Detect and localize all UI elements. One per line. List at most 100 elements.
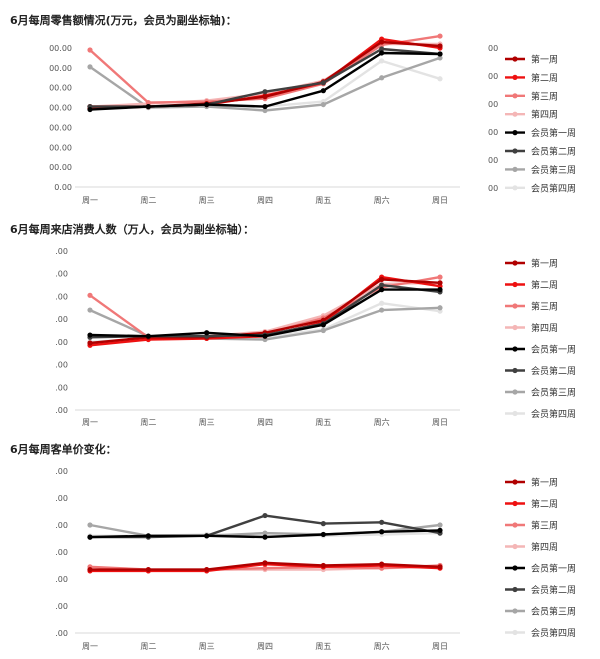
- data-point: [262, 565, 268, 571]
- legend-label: 第一周: [531, 477, 558, 489]
- data-point: [87, 332, 93, 338]
- x-tick-label: 周五: [315, 642, 331, 651]
- y2-tick-label: 00: [488, 44, 498, 53]
- legend-label: 第一周: [531, 54, 558, 66]
- legend-marker: [512, 586, 518, 593]
- data-point: [262, 94, 268, 100]
- data-point: [379, 529, 385, 535]
- data-point: [437, 280, 443, 286]
- legend-marker: [512, 565, 518, 571]
- y-tick-label: 00.00: [49, 44, 72, 53]
- legend-marker: [512, 324, 518, 331]
- x-tick-label: 周六: [374, 417, 390, 427]
- legend-label: 会员第二周: [531, 365, 576, 377]
- legend-marker: [512, 543, 518, 550]
- data-point: [145, 100, 151, 106]
- data-point: [87, 340, 93, 346]
- data-point: [87, 47, 93, 53]
- data-point: [87, 292, 93, 298]
- y-tick-label: 00.00: [49, 104, 72, 113]
- legend-label: 会员第三周: [531, 606, 576, 618]
- y2-tick-label: 00: [488, 100, 498, 109]
- chart-title: 6月每周客单价变化：: [10, 443, 117, 456]
- y-tick-label: 00.00: [49, 123, 72, 132]
- legend-label: 第四周: [531, 109, 558, 121]
- legend-label: 会员第四周: [531, 182, 576, 194]
- y2-tick-label: 00: [488, 184, 498, 193]
- data-point: [262, 534, 268, 540]
- data-point: [320, 327, 326, 334]
- y-tick-label: 00.00: [49, 84, 72, 93]
- legend-marker: [512, 410, 518, 417]
- data-point: [262, 512, 268, 519]
- data-point: [437, 55, 443, 61]
- y2-tick-label: 00: [488, 156, 498, 165]
- data-point: [379, 561, 385, 567]
- data-point: [87, 307, 93, 313]
- x-tick-label: 周二: [140, 196, 156, 205]
- data-point: [145, 566, 151, 573]
- y-tick-label: .00: [55, 315, 68, 324]
- data-point: [145, 103, 151, 110]
- y-tick-label: .00: [55, 494, 68, 503]
- chart-title: 6月每周来店消费人数（万人，会员为副坐标轴）：: [10, 223, 255, 236]
- data-point: [262, 333, 268, 339]
- x-tick-label: 周日: [432, 418, 448, 427]
- y-tick-label: .00: [55, 548, 68, 557]
- data-point: [262, 107, 268, 114]
- data-point: [145, 333, 151, 339]
- data-point: [437, 522, 443, 528]
- legend-marker: [512, 281, 518, 288]
- data-point: [320, 322, 326, 328]
- data-point: [204, 533, 210, 539]
- legend-marker: [512, 111, 518, 117]
- legend-label: 第二周: [531, 72, 558, 84]
- y-tick-label: .00: [55, 292, 68, 301]
- legend-label: 第一周: [531, 258, 558, 270]
- y-tick-label: .00: [55, 338, 68, 347]
- chart-svg: 00.00 00.00 00.00 00.00 00.00 00.00 00.00 0.00 0…: [49, 33, 576, 205]
- y-tick-label: .00: [55, 602, 68, 611]
- series-line: [89, 56, 441, 112]
- legend-label: 会员第四周: [531, 627, 576, 639]
- data-point: [379, 519, 385, 525]
- legend-marker: [512, 346, 518, 352]
- data-point: [262, 530, 268, 536]
- data-point: [145, 533, 151, 539]
- data-point: [437, 564, 443, 570]
- x-tick-label: 周六: [374, 195, 390, 205]
- legend-label: 第二周: [531, 498, 558, 510]
- y2-tick-label: 00: [488, 128, 498, 137]
- y-tick-label: .00: [55, 361, 68, 370]
- y-tick-label: 00.00: [49, 143, 72, 152]
- data-point: [204, 101, 210, 108]
- data-point: [87, 566, 93, 573]
- legend-label: 会员第二周: [531, 146, 576, 158]
- x-tick-label: 周五: [315, 196, 331, 205]
- data-point: [437, 51, 443, 57]
- y-tick-label: 0.00: [54, 183, 72, 192]
- data-point: [379, 300, 385, 306]
- chart-panel-avg-ticket: 6月每周客单价变化： .00 .00 .00 .00 .00 .00 .00 周一 周二 周三 周四…: [0, 433, 600, 659]
- legend-label: 第三周: [531, 301, 558, 313]
- legend-label: 第三周: [531, 90, 558, 102]
- legend-label: 第四周: [531, 322, 558, 334]
- data-point: [320, 562, 326, 569]
- x-tick-label: 周四: [257, 642, 273, 651]
- x-tick-label: 周五: [315, 418, 331, 427]
- legend-label: 会员第一周: [531, 344, 576, 356]
- y-tick-label: 00.00: [49, 64, 72, 73]
- chart-panel-visitor-count: 6月每周来店消费人数（万人，会员为副坐标轴）： .00 .00 .00 .00 .00.…: [0, 215, 600, 433]
- data-point: [262, 103, 268, 110]
- data-point: [437, 33, 443, 39]
- data-point: [204, 566, 210, 573]
- data-point: [379, 39, 385, 45]
- x-tick-label: 周一: [82, 418, 98, 427]
- data-point: [320, 521, 326, 527]
- y-tick-label: .00: [55, 467, 68, 476]
- legend-marker: [512, 185, 518, 191]
- chart-svg: .00 .00 .00 .00 .00 .00 .00 .00 周一 周二 周三 周四 周五 周六 周日 第一…: [55, 247, 576, 427]
- legend-marker: [512, 629, 518, 636]
- x-tick-label: 周二: [140, 642, 156, 651]
- legend-label: 第四周: [531, 541, 558, 553]
